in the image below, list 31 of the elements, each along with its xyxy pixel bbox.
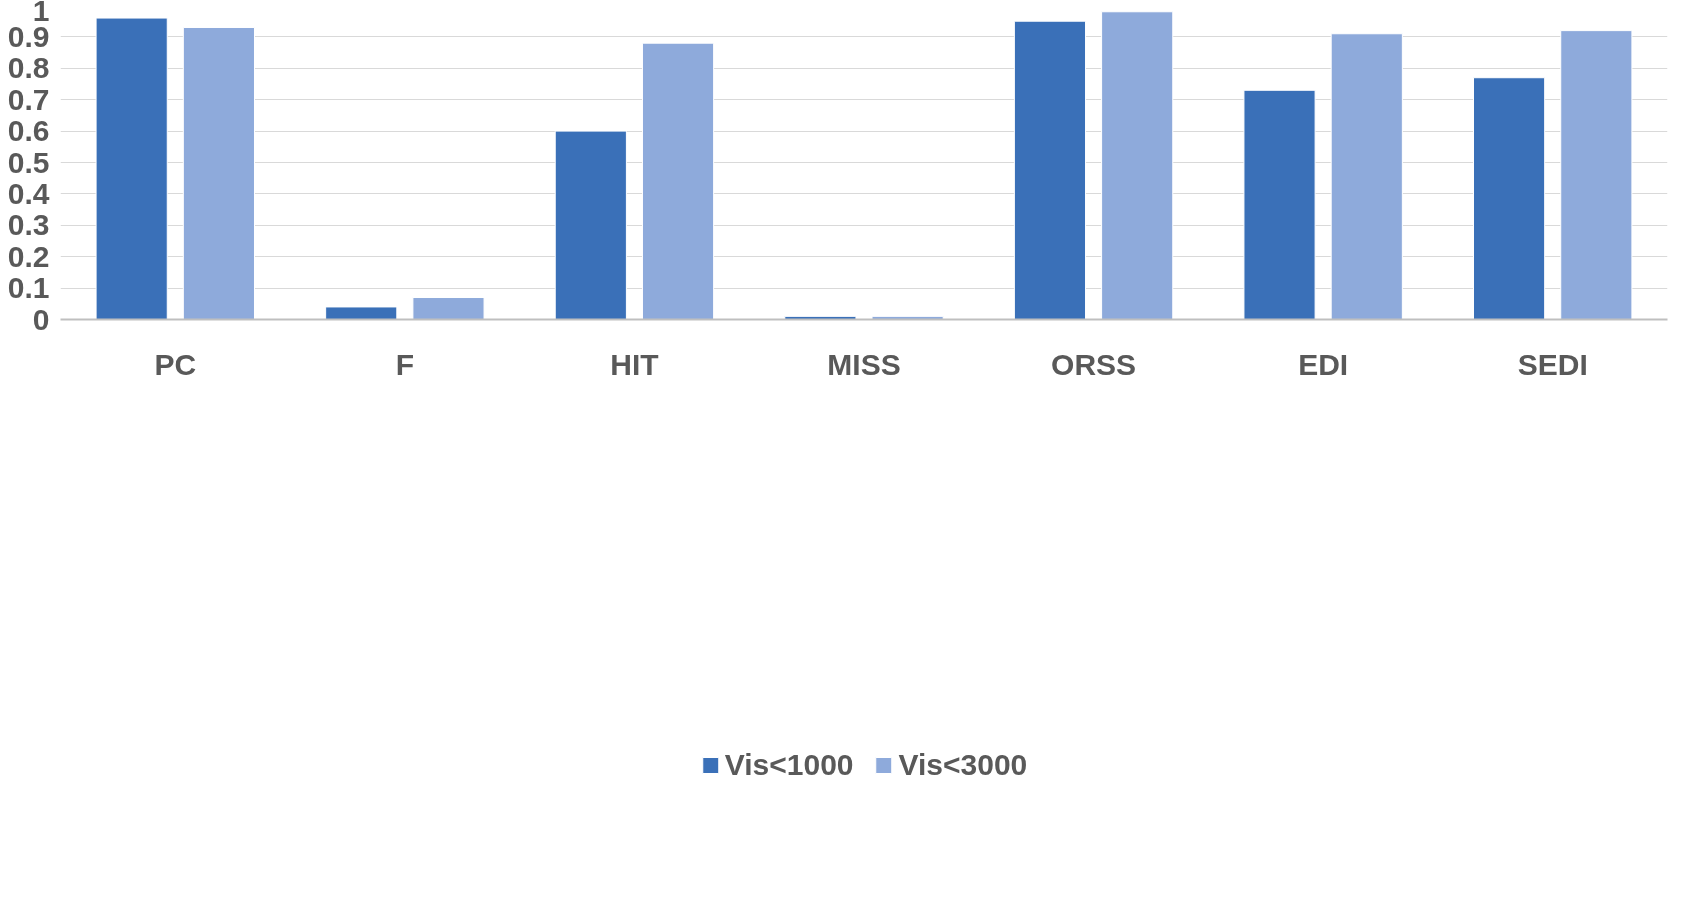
y-tick-label: 0.3 [7,208,50,242]
x-tick-label: ORSS [1051,347,1137,381]
y-tick-label: 0.5 [7,145,50,179]
bar [1013,20,1087,320]
bar [95,17,168,320]
x-tick-label: PC [154,347,197,381]
bar [641,42,715,320]
bar [1243,89,1316,320]
y-tick-label: 1 [32,0,50,27]
y-tick-label: 0.1 [7,271,50,305]
x-tick-label: HIT [610,347,659,381]
bar [182,26,255,320]
x-tick-label: EDI [1298,347,1349,381]
legend-label: Vis<3000 [898,747,1028,782]
legend-label: Vis<1000 [724,747,854,782]
y-tick-label: 0.4 [7,176,50,210]
y-tick-label: 0 [32,302,50,336]
bar [325,306,398,320]
y-tick-label: 0.6 [7,114,50,148]
x-tick-label: SEDI [1517,347,1588,381]
x-tick-label: F [395,347,415,381]
y-tick-label: 0.8 [7,51,50,85]
x-tick-label: MISS [827,347,901,381]
y-tick-label: 0.7 [7,82,50,116]
bar [1560,30,1633,320]
bar [1101,11,1174,320]
bar [554,130,627,320]
bar [1330,33,1403,320]
bar [412,297,485,320]
bar [1473,77,1546,320]
y-tick-label: 0.2 [7,239,50,273]
